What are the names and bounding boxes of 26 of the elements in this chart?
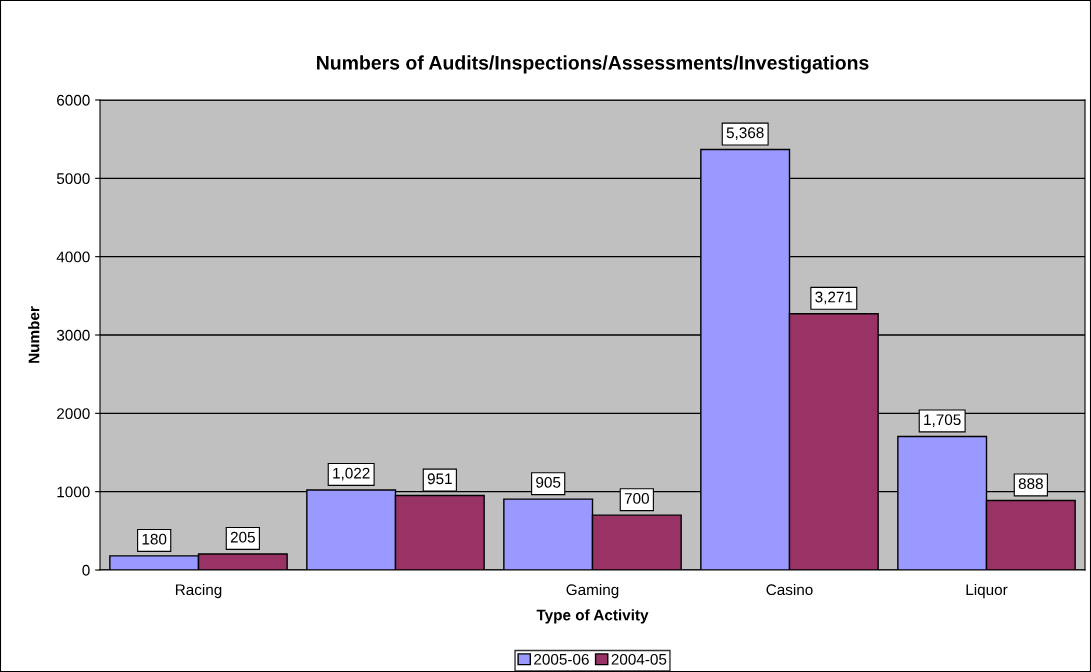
x-tick-label: Liquor xyxy=(966,583,1008,599)
chart-title: Numbers of Audits/Inspections/Assessments/Investigations xyxy=(317,55,869,74)
data-label: 700 xyxy=(624,493,649,504)
legend-label: 2005-06 xyxy=(534,653,589,665)
data-label: 951 xyxy=(427,473,452,485)
data-label: 1,705 xyxy=(924,414,961,427)
data-label: 905 xyxy=(536,476,561,488)
y-tick-label: 3000 xyxy=(56,329,90,341)
legend-label: 2004-05 xyxy=(611,653,667,665)
x-tick-label: Gaming xyxy=(566,583,619,599)
y-tick-label: 0 xyxy=(82,564,90,576)
x-tick-label: Racing xyxy=(175,583,222,599)
data-label: 180 xyxy=(142,533,167,545)
y-tick-label: 2000 xyxy=(57,408,90,420)
data-label: 205 xyxy=(230,531,255,543)
y-tick-label: 4000 xyxy=(56,251,90,263)
y-tick-label: 5000 xyxy=(56,173,90,185)
data-label: 3,271 xyxy=(815,291,853,305)
y-tick-label: 6000 xyxy=(57,94,90,106)
y-axis-title: Number xyxy=(28,306,40,363)
data-label: 5,368 xyxy=(726,127,764,140)
y-tick-label: 1000 xyxy=(57,486,90,498)
data-label: 888 xyxy=(1018,478,1043,490)
x-tick-label: Casino xyxy=(766,583,813,596)
x-axis-title: Type of Activity xyxy=(536,609,649,624)
data-label: 1,022 xyxy=(333,467,370,481)
